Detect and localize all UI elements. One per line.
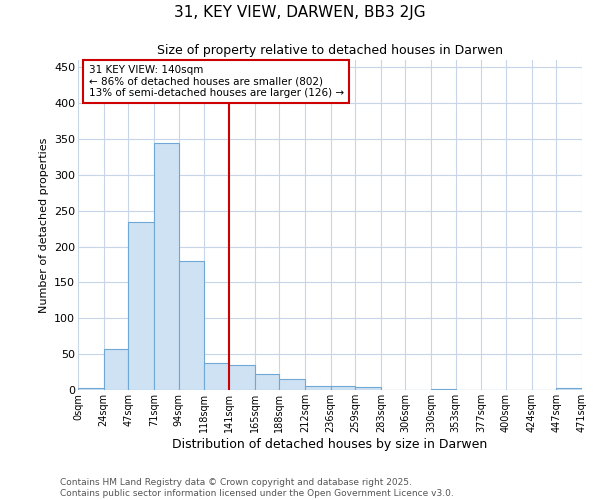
Text: Contains HM Land Registry data © Crown copyright and database right 2025.
Contai: Contains HM Land Registry data © Crown c… (60, 478, 454, 498)
Title: Size of property relative to detached houses in Darwen: Size of property relative to detached ho… (157, 44, 503, 58)
Bar (279, 379, 305, 390)
Y-axis label: Number of detached properties: Number of detached properties (38, 138, 49, 312)
Bar (431, 388, 456, 390)
Bar (128, 222, 154, 390)
Bar (331, 386, 355, 390)
Text: 31, KEY VIEW, DARWEN, BB3 2JG: 31, KEY VIEW, DARWEN, BB3 2JG (174, 5, 426, 20)
Bar (355, 387, 381, 390)
Bar (556, 388, 582, 390)
Bar (254, 374, 279, 390)
Bar (179, 261, 204, 390)
Bar (204, 362, 229, 390)
Text: 31 KEY VIEW: 140sqm
← 86% of detached houses are smaller (802)
13% of semi-detac: 31 KEY VIEW: 140sqm ← 86% of detached ho… (89, 65, 344, 98)
X-axis label: Distribution of detached houses by size in Darwen: Distribution of detached houses by size … (172, 438, 488, 450)
Bar (154, 143, 179, 390)
Bar (78, 388, 104, 390)
Bar (229, 365, 254, 390)
Bar (305, 386, 331, 390)
Bar (104, 349, 128, 390)
